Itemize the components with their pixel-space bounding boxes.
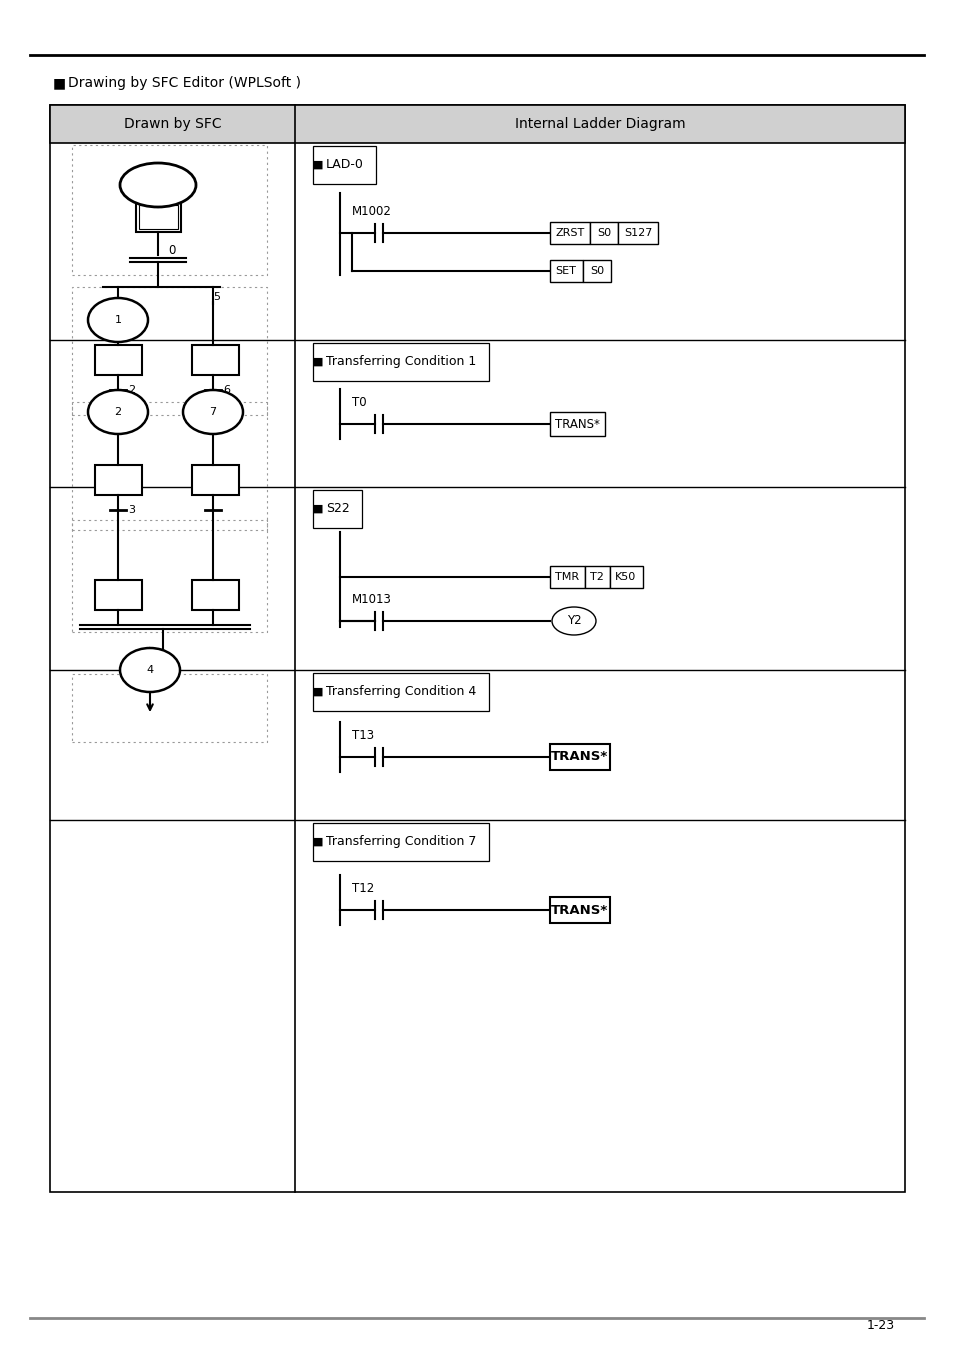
- Text: ■: ■: [313, 161, 323, 170]
- Bar: [550, 566, 584, 589]
- Text: S22: S22: [326, 502, 350, 516]
- Text: ■: ■: [313, 837, 323, 846]
- Text: T13: T13: [352, 729, 374, 742]
- Text: Transferring Condition 4: Transferring Condition 4: [326, 686, 476, 698]
- Text: 2: 2: [128, 385, 135, 396]
- Text: 0: 0: [168, 243, 175, 256]
- Bar: [50, 105, 904, 143]
- Bar: [95, 580, 142, 610]
- Text: Y2: Y2: [566, 614, 580, 628]
- Text: Transferring Condition 7: Transferring Condition 7: [326, 836, 476, 849]
- Ellipse shape: [120, 648, 180, 693]
- Text: ■: ■: [313, 504, 323, 514]
- Text: 2: 2: [114, 406, 121, 417]
- Text: 5: 5: [213, 292, 220, 302]
- Bar: [71, 288, 267, 414]
- Text: S0: S0: [597, 228, 611, 238]
- Text: ZRST: ZRST: [555, 228, 584, 238]
- Ellipse shape: [183, 390, 243, 433]
- Text: LAD-0: LAD-0: [326, 158, 363, 171]
- Bar: [50, 105, 904, 1192]
- Text: SET: SET: [555, 266, 576, 275]
- Bar: [71, 520, 267, 632]
- Text: 6: 6: [223, 385, 230, 396]
- Text: M1002: M1002: [352, 205, 392, 217]
- Bar: [95, 464, 142, 495]
- Text: ■: ■: [313, 356, 323, 367]
- Text: Drawn by SFC: Drawn by SFC: [124, 117, 221, 131]
- Text: ■: ■: [313, 687, 323, 697]
- Bar: [618, 221, 658, 244]
- Text: M1013: M1013: [352, 593, 392, 606]
- Text: TMR: TMR: [555, 572, 578, 582]
- Bar: [192, 580, 239, 610]
- Text: Internal Ladder Diagram: Internal Ladder Diagram: [515, 117, 684, 131]
- Ellipse shape: [88, 298, 148, 342]
- Text: 7: 7: [210, 406, 216, 417]
- Bar: [550, 896, 609, 923]
- Bar: [71, 402, 267, 531]
- Bar: [550, 412, 604, 436]
- Ellipse shape: [552, 608, 596, 634]
- Text: 1: 1: [114, 315, 121, 325]
- Text: Drawing by SFC Editor (WPLSoft ): Drawing by SFC Editor (WPLSoft ): [68, 76, 301, 90]
- Ellipse shape: [120, 163, 195, 207]
- Bar: [550, 221, 589, 244]
- Text: TRANS*: TRANS*: [555, 417, 599, 431]
- Bar: [192, 346, 239, 375]
- Bar: [609, 566, 642, 589]
- Text: S127: S127: [623, 228, 652, 238]
- Bar: [71, 674, 267, 742]
- Text: 1-23: 1-23: [866, 1319, 894, 1332]
- Text: T2: T2: [590, 572, 603, 582]
- Text: T12: T12: [352, 882, 374, 895]
- Bar: [136, 202, 181, 232]
- Bar: [584, 566, 609, 589]
- Bar: [139, 205, 178, 230]
- Bar: [71, 144, 267, 275]
- Bar: [582, 261, 610, 282]
- Text: Transferring Condition 1: Transferring Condition 1: [326, 355, 476, 369]
- Bar: [550, 744, 609, 769]
- Text: ■: ■: [53, 76, 66, 90]
- Bar: [589, 221, 618, 244]
- Text: T0: T0: [352, 396, 366, 409]
- Bar: [192, 464, 239, 495]
- Bar: [95, 346, 142, 375]
- Text: 4: 4: [146, 666, 153, 675]
- Ellipse shape: [88, 390, 148, 433]
- Text: S0: S0: [589, 266, 603, 275]
- Text: 3: 3: [128, 505, 135, 514]
- Text: TRANS*: TRANS*: [551, 903, 608, 917]
- Text: TRANS*: TRANS*: [551, 751, 608, 764]
- Text: K50: K50: [615, 572, 636, 582]
- Bar: [550, 261, 582, 282]
